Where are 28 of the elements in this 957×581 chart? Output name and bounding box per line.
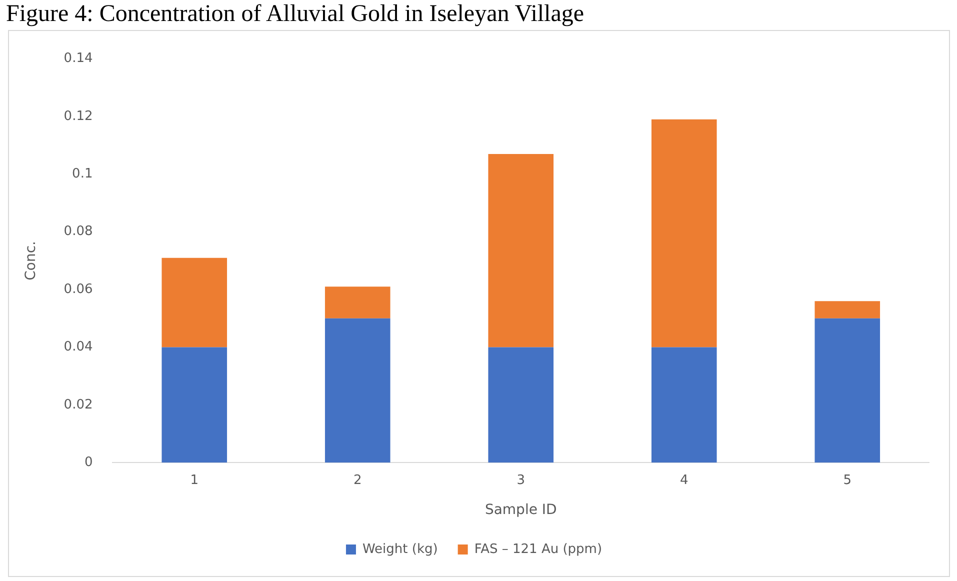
bar bbox=[488, 347, 554, 463]
x-axis-title: Sample ID bbox=[484, 502, 557, 518]
y-tick-label: 0.08 bbox=[64, 224, 93, 240]
y-axis-title: Conc. bbox=[23, 241, 40, 280]
y-tick-label: 0.06 bbox=[64, 282, 93, 297]
bar bbox=[651, 119, 717, 348]
bar bbox=[162, 258, 228, 348]
legend-label: Weight (kg) bbox=[362, 542, 438, 557]
y-tick-label: 0.14 bbox=[64, 51, 93, 66]
x-tick-label: 2 bbox=[353, 472, 362, 488]
bar bbox=[324, 318, 390, 463]
bar bbox=[162, 347, 228, 463]
bar bbox=[488, 154, 554, 348]
y-tick-label: 0.1 bbox=[72, 166, 93, 182]
bar bbox=[324, 286, 390, 318]
x-tick-label: 1 bbox=[190, 472, 199, 488]
y-tick-label: 0.02 bbox=[64, 397, 93, 412]
y-tick-label: 0.04 bbox=[64, 340, 93, 355]
bar bbox=[814, 301, 880, 318]
x-tick-label: 5 bbox=[843, 472, 852, 488]
x-tick-label: 3 bbox=[516, 472, 526, 488]
x-tick-label: 4 bbox=[680, 472, 688, 488]
bar bbox=[651, 347, 717, 463]
bar bbox=[814, 318, 880, 463]
chart-title: Figure 4: Concentration of Alluvial Gold in Iseleyan Village bbox=[5, 0, 586, 28]
y-tick-label: 0.12 bbox=[64, 108, 93, 124]
y-tick-label: 0 bbox=[84, 454, 93, 470]
legend-label: FAS – 121 Au (ppm) bbox=[474, 542, 602, 557]
